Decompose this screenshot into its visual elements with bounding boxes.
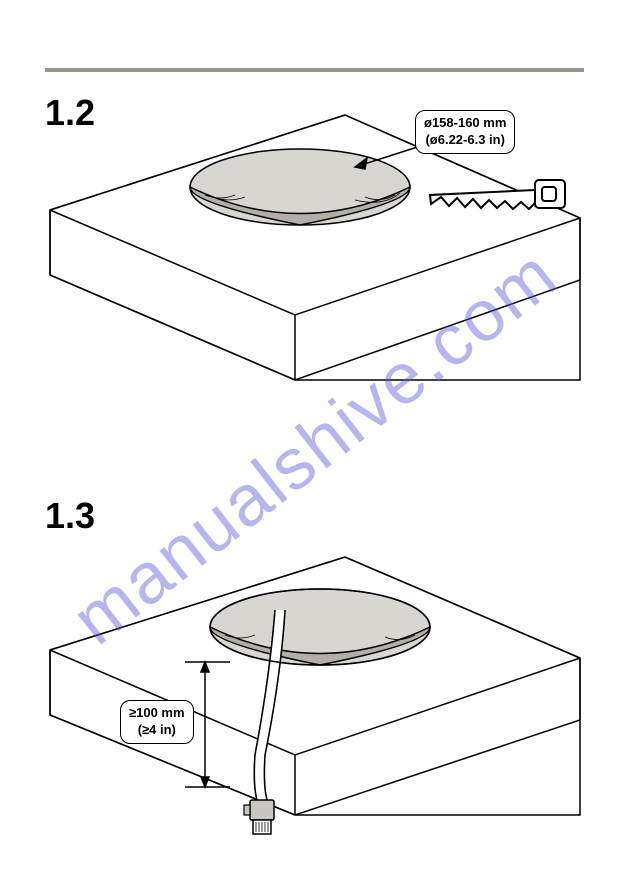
dimension-text-mm: ø158-160 mm [424, 115, 506, 132]
top-divider [45, 68, 584, 72]
dimension-text-mm-2: ≥100 mm [129, 705, 185, 722]
dimension-text-in: (ø6.22-6.3 in) [424, 132, 506, 149]
step-number-1-3: 1.3 [45, 495, 95, 536]
ethernet-plug-icon [244, 800, 274, 834]
dimension-text-in-2: (≥4 in) [129, 722, 185, 739]
step-1-3-heading: 1.3 [45, 495, 95, 537]
dimension-label-1-2: ø158-160 mm (ø6.22-6.3 in) [415, 110, 515, 154]
dimension-label-1-3: ≥100 mm (≥4 in) [120, 700, 194, 744]
manual-page: 1.2 [0, 0, 629, 893]
